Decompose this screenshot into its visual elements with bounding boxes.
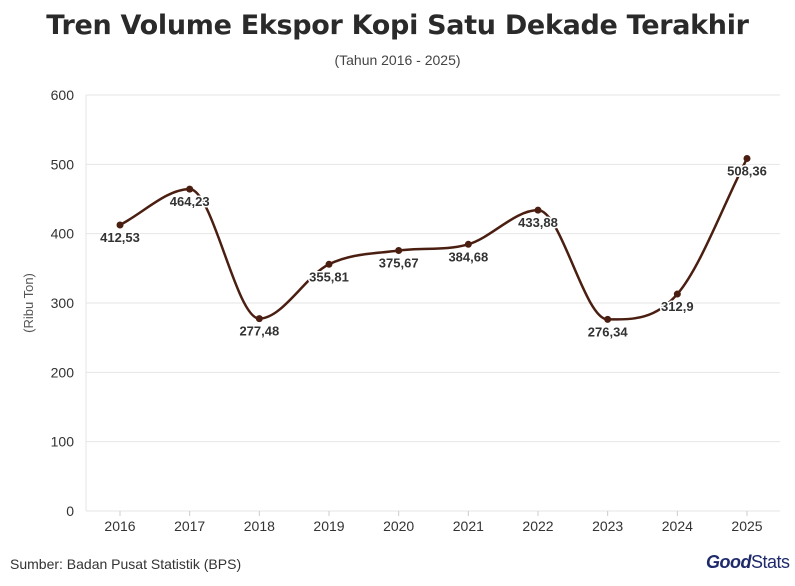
logo-stats: Stats bbox=[751, 552, 790, 572]
data-label: 412,53 bbox=[100, 230, 140, 245]
y-tick-label: 0 bbox=[66, 503, 74, 519]
data-point bbox=[604, 315, 612, 323]
data-label: 355,81 bbox=[309, 269, 349, 284]
y-tick-label: 500 bbox=[51, 156, 75, 172]
chart-title: Tren Volume Ekspor Kopi Satu Dekade Tera… bbox=[46, 10, 749, 41]
data-label: 508,36 bbox=[727, 164, 767, 179]
x-tick-label: 2023 bbox=[592, 518, 623, 534]
y-tick-label: 200 bbox=[51, 364, 75, 380]
data-point bbox=[255, 315, 263, 323]
data-label: 312,9 bbox=[661, 299, 694, 314]
data-point bbox=[186, 185, 194, 193]
x-tick-label: 2021 bbox=[453, 518, 484, 534]
x-tick-label: 2016 bbox=[104, 518, 135, 534]
data-label: 277,48 bbox=[239, 324, 279, 339]
logo-good: Good bbox=[706, 552, 752, 572]
x-tick-label: 2022 bbox=[522, 518, 553, 534]
data-label: 433,88 bbox=[518, 215, 558, 230]
data-point bbox=[534, 206, 542, 214]
y-tick-label: 300 bbox=[51, 295, 75, 311]
data-point bbox=[325, 260, 333, 268]
data-label: 464,23 bbox=[170, 194, 210, 209]
x-tick-label: 2020 bbox=[383, 518, 414, 534]
x-tick-label: 2017 bbox=[174, 518, 205, 534]
x-tick-label: 2024 bbox=[662, 518, 693, 534]
y-axis-title: (Ribu Ton) bbox=[21, 273, 36, 333]
data-point bbox=[395, 247, 403, 255]
x-tick-label: 2019 bbox=[313, 518, 344, 534]
data-point bbox=[116, 221, 124, 229]
data-label: 276,34 bbox=[588, 324, 629, 339]
data-point bbox=[743, 155, 751, 163]
y-tick-label: 400 bbox=[51, 226, 75, 242]
chart-subtitle: (Tahun 2016 - 2025) bbox=[334, 52, 461, 68]
y-tick-label: 600 bbox=[51, 87, 75, 103]
data-label: 375,67 bbox=[379, 256, 419, 271]
goodstats-logo: GoodStats bbox=[706, 552, 790, 573]
series-line bbox=[119, 157, 749, 321]
x-tick-label: 2018 bbox=[244, 518, 275, 534]
source-note: Sumber: Badan Pusat Statistik (BPS) bbox=[10, 556, 242, 572]
data-label: 384,68 bbox=[448, 249, 488, 264]
data-point bbox=[673, 290, 681, 298]
data-point bbox=[464, 240, 472, 248]
y-tick-label: 100 bbox=[51, 434, 75, 450]
x-tick-label: 2025 bbox=[731, 518, 762, 534]
